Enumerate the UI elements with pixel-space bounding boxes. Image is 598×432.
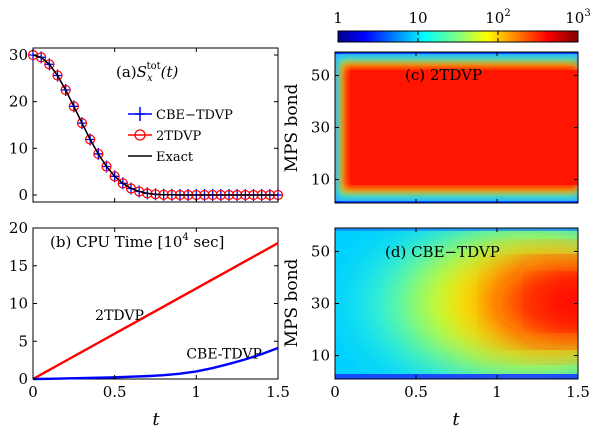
x-tick-label: 1.5 xyxy=(266,383,290,401)
panel-b-title: (b) CPU Time [104 sec] xyxy=(50,232,224,251)
panel-a-legend: CBE−TDVP 2TDVP Exact xyxy=(128,107,233,165)
panel-d-title: (d) CBE−TDVP xyxy=(385,243,500,261)
y-tick-label: 15 xyxy=(9,257,28,275)
x-tick-label: 1.5 xyxy=(566,383,590,401)
y-tick-label: 50 xyxy=(311,242,330,260)
colorbar-tick-label: 10 xyxy=(408,9,427,27)
data-point xyxy=(36,52,47,63)
data-point xyxy=(93,148,104,160)
panel-d-heatmap-image xyxy=(335,228,578,379)
y-tick-label: 30 xyxy=(9,46,28,64)
y-tick-label: 5 xyxy=(18,332,28,350)
data-point xyxy=(60,84,71,96)
panel-c-title: (c) 2TDVP xyxy=(405,66,482,84)
panel-c-ylabel: MPS bond xyxy=(282,83,302,172)
x-tick-label: 0.5 xyxy=(404,383,428,401)
colorbar-tick-label: 1 xyxy=(333,9,343,27)
panel-a-title: (a)Sxtot(t) xyxy=(116,61,179,84)
series-line-2TDVP xyxy=(32,242,279,381)
panel-b-xlabel: t xyxy=(152,409,160,430)
series-annotation: 2TDVP xyxy=(95,308,144,324)
x-tick-label: 0 xyxy=(28,383,38,401)
panel-a-spin-magnetization: 0 10 20 30 (a)Sxtot(t) CBE−TDVP 2TDVP Exact xyxy=(9,46,284,204)
panel-a-frame xyxy=(32,47,279,203)
y-tick-label: 50 xyxy=(311,66,330,84)
panel-d-heatmap-cbe-tdvp: 10 30 50 0 0.5 1 1.5 (d) CBE−TDVP MPS bond t xyxy=(282,227,590,430)
y-tick-label: 0 xyxy=(18,370,28,388)
colorbar-tick-label: 102 xyxy=(485,8,510,27)
data-point xyxy=(76,118,88,129)
y-tick-label: 10 xyxy=(311,171,330,189)
x-tick-label: 0 xyxy=(330,383,340,401)
panel-d-ylabel: MPS bond xyxy=(282,258,302,347)
x-tick-label: 0.5 xyxy=(103,383,127,401)
data-point xyxy=(85,134,96,145)
y-tick-label: 20 xyxy=(9,219,28,237)
data-point xyxy=(117,178,128,189)
y-tick-label: 30 xyxy=(311,119,330,137)
colorbar-gradient xyxy=(337,30,579,43)
panel-c-heatmap-2tdvp: 10 30 50 (c) 2TDVP MPS bond xyxy=(282,51,579,204)
legend-marker xyxy=(135,107,145,121)
x-tick-label: 1 xyxy=(492,383,502,401)
data-point xyxy=(44,59,55,70)
y-tick-label: 10 xyxy=(9,295,28,313)
y-tick-label: 10 xyxy=(9,139,28,157)
data-point xyxy=(68,101,79,112)
legend-label: 2TDVP xyxy=(156,129,202,144)
panel-d-xlabel: t xyxy=(452,409,460,430)
panel-c-heatmap-image xyxy=(335,52,578,203)
legend-label: CBE−TDVP xyxy=(156,108,233,123)
series-annotation: CBE-TDVP xyxy=(186,347,262,363)
colorbar-tick-label: 103 xyxy=(565,8,590,27)
data-point xyxy=(101,161,112,172)
legend-marker xyxy=(134,129,146,141)
series-line-CBE-TDVP xyxy=(32,346,279,381)
data-point xyxy=(109,171,120,182)
legend-label: Exact xyxy=(156,150,194,165)
x-tick-label: 1 xyxy=(192,383,202,401)
colorbar: 1 10 102 103 xyxy=(333,8,591,43)
y-tick-label: 10 xyxy=(311,347,330,365)
y-tick-label: 20 xyxy=(9,93,28,111)
y-tick-label: 0 xyxy=(18,186,28,204)
y-tick-label: 30 xyxy=(311,295,330,313)
data-point xyxy=(52,70,63,81)
series-line-exact-top xyxy=(32,54,278,196)
